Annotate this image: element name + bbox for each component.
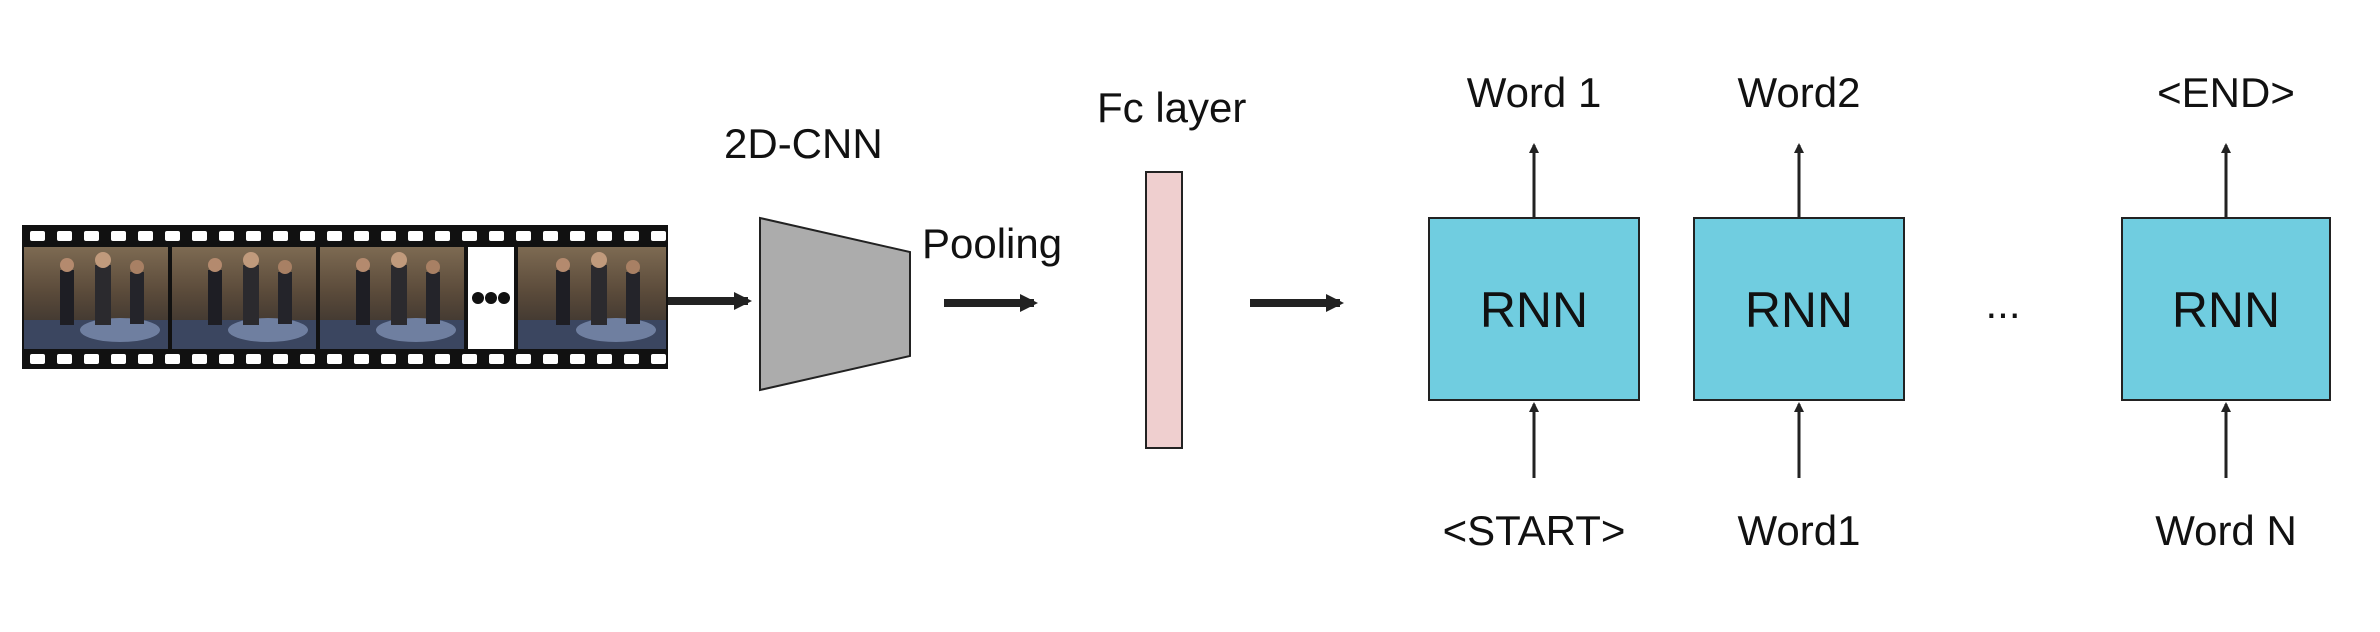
- rnn-output-word: Word2: [1738, 69, 1861, 116]
- film-sprocket-hole: [570, 231, 585, 241]
- video-frame: [320, 247, 464, 349]
- rnn-output-word: Word 1: [1467, 69, 1602, 116]
- film-sprocket-hole: [273, 354, 288, 364]
- film-sprocket-hole: [111, 231, 126, 241]
- film-sprocket-hole: [111, 354, 126, 364]
- film-sprocket-hole: [543, 354, 558, 364]
- film-sprocket-hole: [300, 231, 315, 241]
- cnn-label: 2D-CNN: [724, 120, 883, 167]
- film-sprocket-hole: [489, 354, 504, 364]
- film-sprocket-hole: [354, 231, 369, 241]
- rnn-cell: Word 1 RNN <START>: [1428, 69, 1640, 554]
- film-sprocket-hole: [570, 354, 585, 364]
- film-sprocket-hole: [516, 231, 531, 241]
- film-sprocket-hole: [84, 354, 99, 364]
- film-sprocket-hole: [327, 231, 342, 241]
- film-sprocket-holes-bottom: [30, 354, 666, 364]
- film-sprocket-hole: [138, 231, 153, 241]
- film-sprocket-hole: [435, 354, 450, 364]
- film-sprocket-hole: [300, 354, 315, 364]
- rnn-sequence-ellipsis: ...: [1985, 280, 2020, 327]
- rnn-block: [2121, 217, 2331, 401]
- film-sprocket-hole: [84, 231, 99, 241]
- film-sprocket-hole: [30, 354, 45, 364]
- film-sprocket-hole: [651, 354, 666, 364]
- film-sprocket-hole: [327, 354, 342, 364]
- film-sprocket-hole: [624, 354, 639, 364]
- rnn-input-word: Word1: [1738, 507, 1861, 554]
- film-sprocket-hole: [624, 231, 639, 241]
- film-sprocket-hole: [597, 231, 612, 241]
- film-sprocket-hole: [408, 354, 423, 364]
- film-sprocket-hole: [165, 231, 180, 241]
- film-sprocket-hole: [192, 231, 207, 241]
- film-sprocket-hole: [219, 354, 234, 364]
- film-sprocket-hole: [273, 231, 288, 241]
- rnn-block-label: RNN: [1480, 282, 1588, 338]
- video-frame: [24, 247, 168, 349]
- film-sprocket-hole: [543, 231, 558, 241]
- fc-layer-label: Fc layer: [1097, 84, 1246, 131]
- film-sprocket-hole: [354, 354, 369, 364]
- film-sprocket-hole: [246, 231, 261, 241]
- cnn-block: [759, 216, 911, 392]
- rnn-block: [1428, 217, 1640, 401]
- film-sprocket-hole: [57, 231, 72, 241]
- film-sprocket-hole: [462, 354, 477, 364]
- film-sprocket-hole: [57, 354, 72, 364]
- film-sprocket-hole: [138, 354, 153, 364]
- film-sprocket-hole: [462, 231, 477, 241]
- film-sprocket-hole: [246, 354, 261, 364]
- fc-layer-block: [1145, 171, 1183, 449]
- film-sprocket-hole: [489, 231, 504, 241]
- film-sprocket-hole: [651, 231, 666, 241]
- omitted-frames-ellipsis: [468, 247, 514, 349]
- rnn-block-label: RNN: [1745, 282, 1853, 338]
- film-sprocket-hole: [381, 354, 396, 364]
- film-sprocket-hole: [597, 354, 612, 364]
- pooling-label: Pooling: [922, 220, 1062, 267]
- rnn-output-word: <END>: [2157, 69, 2295, 116]
- film-sprocket-hole: [219, 231, 234, 241]
- rnn-cell: <END> RNN Word N: [2121, 69, 2331, 554]
- film-sprocket-holes-top: [30, 231, 666, 241]
- rnn-input-word: <START>: [1443, 507, 1626, 554]
- film-sprocket-hole: [408, 231, 423, 241]
- film-sprocket-hole: [516, 354, 531, 364]
- rnn-cell: Word2 RNN Word1: [1693, 69, 1905, 554]
- film-sprocket-hole: [381, 231, 396, 241]
- video-frames-filmstrip-icon: [22, 225, 668, 369]
- video-frame: [172, 247, 316, 349]
- video-frame: [518, 247, 666, 349]
- rnn-block: [1693, 217, 1905, 401]
- film-sprocket-hole: [30, 231, 45, 241]
- film-sprocket-hole: [435, 231, 450, 241]
- film-sprocket-hole: [165, 354, 180, 364]
- film-sprocket-hole: [192, 354, 207, 364]
- rnn-block-label: RNN: [2172, 282, 2280, 338]
- rnn-input-word: Word N: [2155, 507, 2297, 554]
